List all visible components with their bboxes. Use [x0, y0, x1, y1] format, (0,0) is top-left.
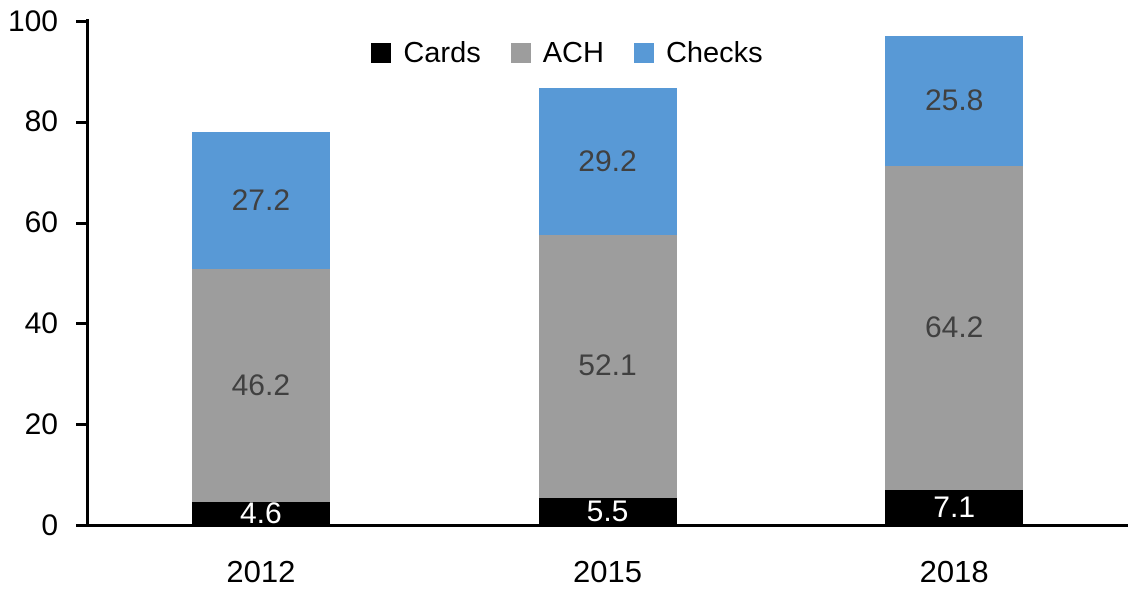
y-axis-tick-mark — [76, 524, 87, 527]
y-axis-tick-label: 60 — [24, 206, 58, 240]
y-axis-tick-mark — [76, 120, 87, 124]
bar-segment: 25.8 — [885, 36, 1024, 167]
bar-segment-value-label: 64.2 — [924, 310, 984, 344]
legend-swatch-icon — [371, 43, 392, 63]
y-axis-tick-label: 20 — [24, 407, 58, 441]
bar-segment: 46.2 — [191, 269, 330, 503]
legend-label: Checks — [665, 37, 763, 69]
y-axis-tick-label: 80 — [24, 105, 58, 139]
legend-label: Cards — [403, 37, 481, 69]
legend-swatch-icon — [633, 43, 654, 63]
bar-segment-value-label: 46.2 — [231, 368, 291, 402]
y-axis-tick-label: 100 — [7, 4, 58, 38]
bar-segment-value-label: 29.2 — [578, 144, 637, 178]
bar-segment: 52.1 — [538, 235, 677, 498]
y-axis-tick-mark — [76, 221, 87, 225]
bar-segment: 29.2 — [538, 88, 677, 236]
legend-item: Checks — [633, 37, 763, 69]
bar-segment: 64.2 — [885, 166, 1024, 490]
y-axis-tick-mark — [76, 20, 87, 23]
legend-item: ACH — [510, 37, 604, 69]
bar-segment-value-label: 7.1 — [933, 490, 976, 524]
bar-segment-value-label: 25.8 — [924, 84, 984, 118]
x-axis-line — [86, 524, 1128, 527]
y-axis-tick-label: 0 — [41, 508, 58, 542]
bar-segment-value-label: 27.2 — [231, 183, 291, 217]
y-axis-tick-mark — [76, 322, 87, 326]
bar-segment-value-label: 5.5 — [586, 494, 629, 528]
legend-swatch-icon — [510, 43, 531, 63]
y-axis-tick-label: 40 — [24, 306, 58, 340]
bar-segment: 5.5 — [538, 494, 677, 528]
bar-segment: 27.2 — [191, 132, 330, 270]
y-axis-tick-mark — [76, 423, 87, 427]
y-axis-line — [86, 19, 89, 527]
bar-segment: 4.6 — [191, 497, 330, 530]
x-axis-category-label: 2018 — [919, 554, 989, 589]
bar-segment: 7.1 — [885, 489, 1024, 526]
bar-segment-value-label: 4.6 — [239, 496, 282, 530]
legend-item: Cards — [371, 37, 481, 69]
x-axis-category-label: 2015 — [573, 554, 642, 589]
legend-label: ACH — [542, 37, 604, 69]
x-axis-category-label: 2012 — [226, 554, 296, 589]
bar-segment-value-label: 52.1 — [578, 349, 637, 383]
chart-legend: Cards ACH Checks — [0, 37, 1134, 69]
